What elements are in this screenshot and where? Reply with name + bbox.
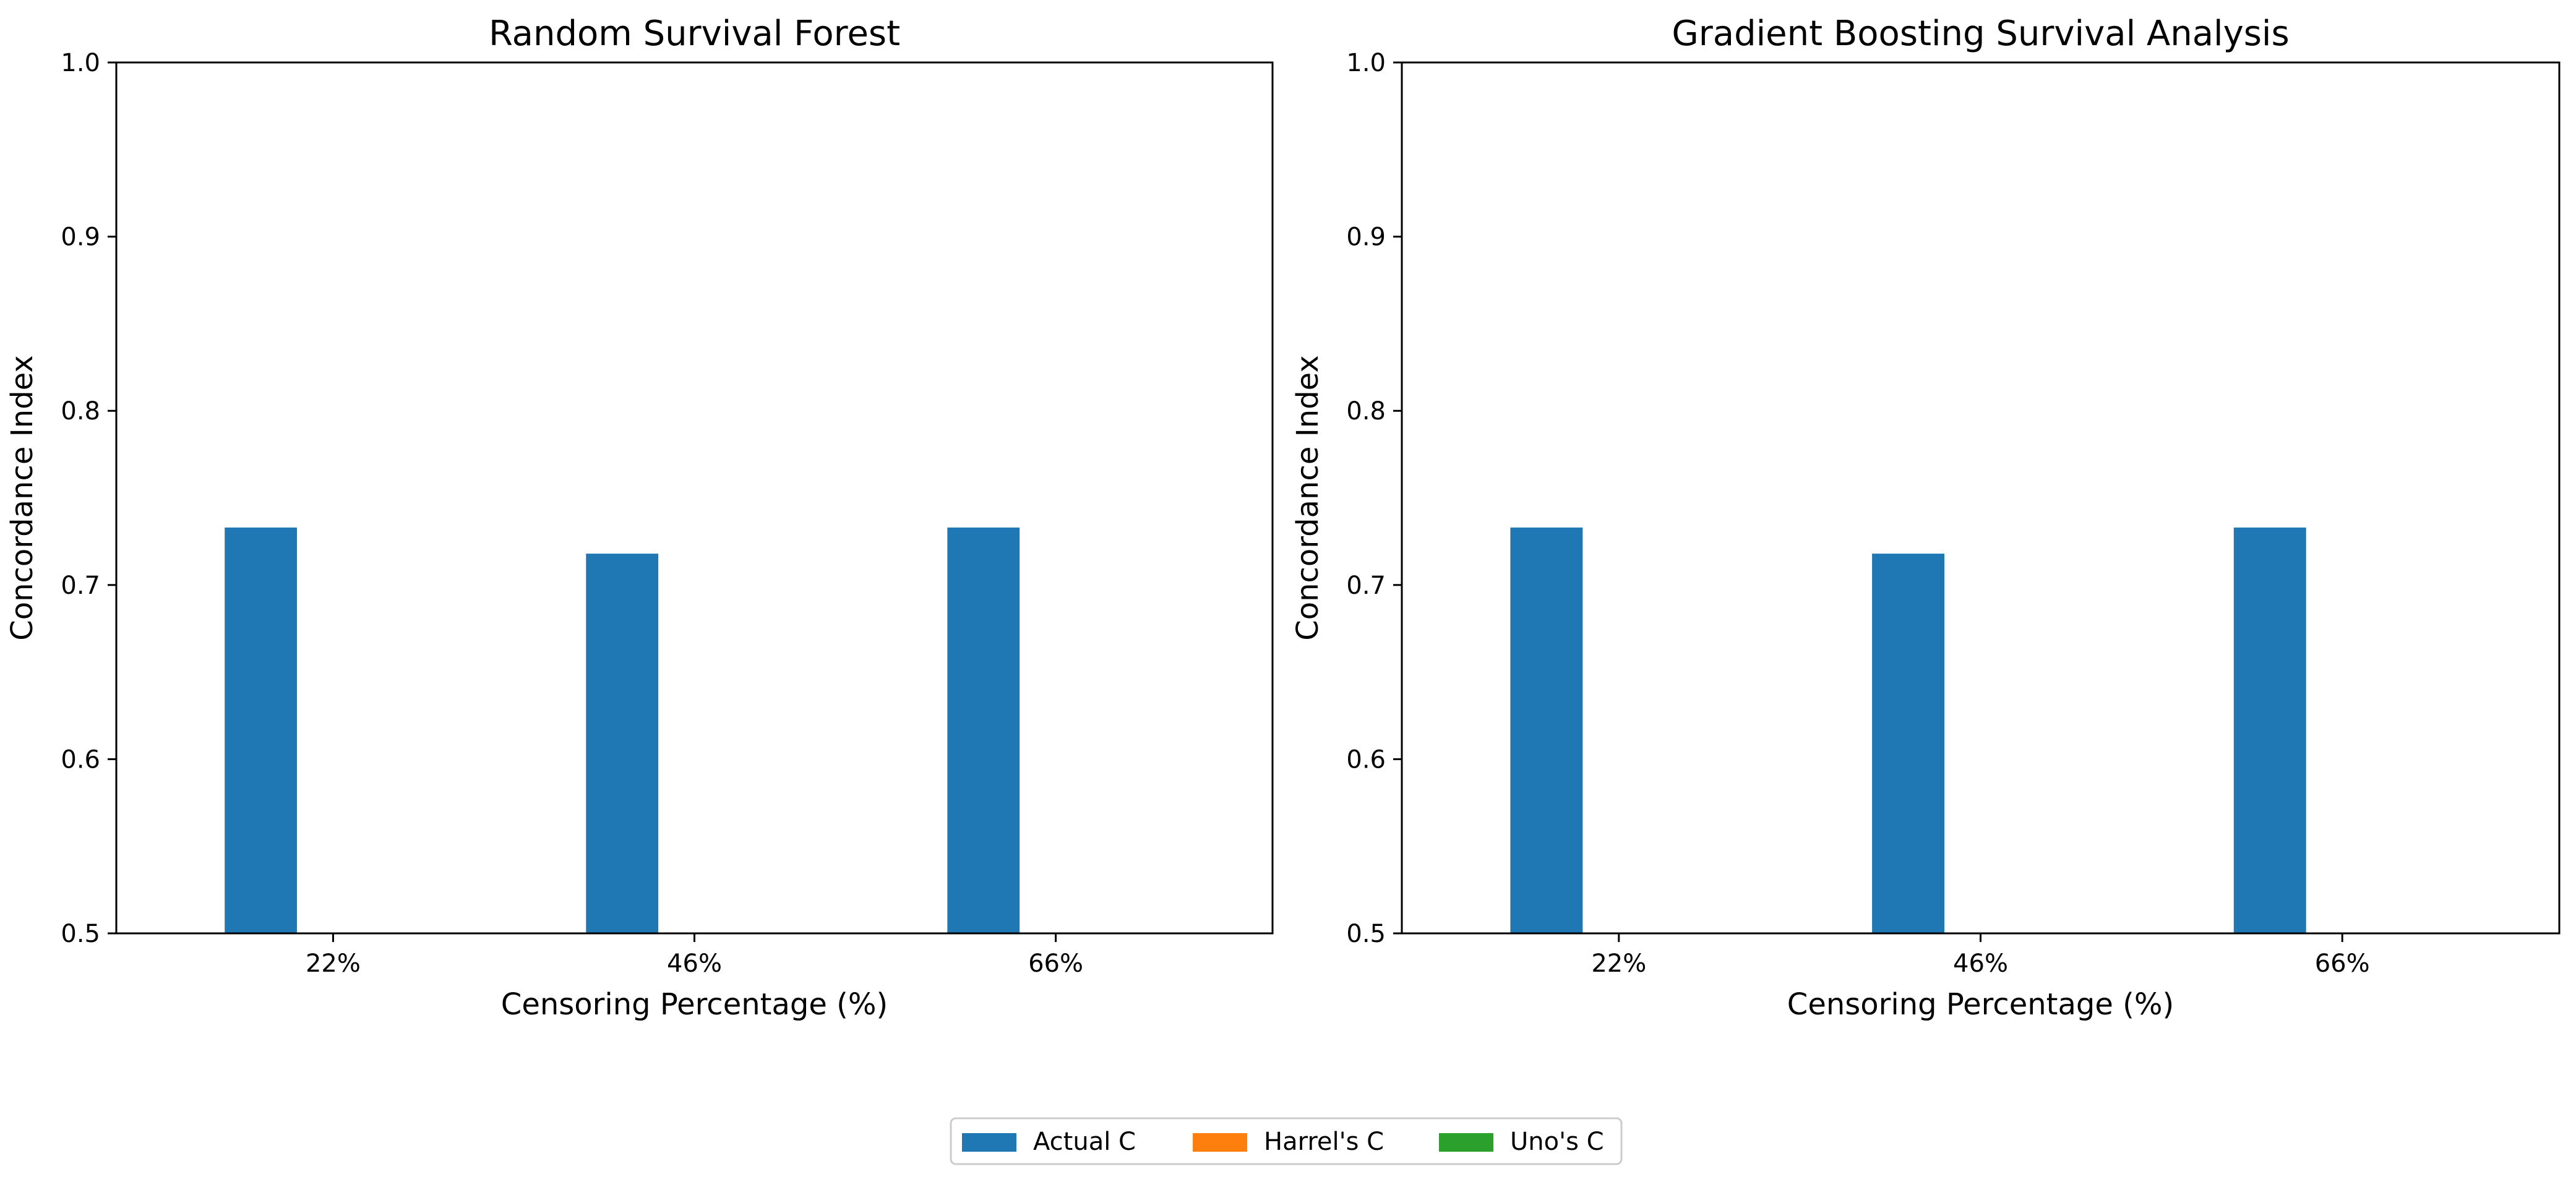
legend-box [950, 1117, 1623, 1165]
bar [225, 527, 298, 933]
legend-label: Harrel's C [1264, 1128, 1384, 1156]
y-tick-label: 0.6 [61, 745, 100, 774]
legend-label: Actual C [1033, 1128, 1136, 1156]
x-tick-label: 66% [1028, 949, 1083, 978]
y-tick-label: 1.0 [61, 49, 100, 77]
legend-swatch [1439, 1133, 1493, 1152]
x-axis-label: Censoring Percentage (%) [501, 987, 888, 1022]
y-tick-label: 0.7 [1346, 572, 1386, 600]
x-axis-label: Censoring Percentage (%) [1787, 987, 2174, 1022]
bar [1872, 554, 1945, 933]
chart-title: Random Survival Forest [489, 14, 900, 54]
x-tick-label: 46% [667, 949, 722, 978]
bar [586, 554, 659, 933]
legend-swatch [1193, 1133, 1247, 1152]
y-tick-label: 0.9 [61, 223, 100, 252]
y-tick-label: 1.0 [1346, 49, 1386, 77]
x-tick-label: 22% [1591, 949, 1646, 978]
y-tick-label: 0.6 [1346, 745, 1386, 774]
y-tick-label: 0.7 [61, 572, 100, 600]
legend-label: Uno's C [1510, 1128, 1604, 1156]
y-tick-label: 0.8 [61, 397, 100, 426]
x-tick-label: 22% [306, 949, 361, 978]
x-tick-label: 46% [1953, 949, 2008, 978]
y-axis-label: Concordance Index [5, 355, 40, 641]
y-axis-label: Concordance Index [1290, 355, 1325, 641]
bar [947, 527, 1020, 933]
bar [2233, 527, 2306, 933]
y-tick-label: 0.5 [61, 920, 100, 948]
bar [1510, 527, 1583, 933]
x-tick-label: 66% [2315, 949, 2370, 978]
y-tick-label: 0.8 [1346, 397, 1386, 426]
y-tick-label: 0.9 [1346, 223, 1386, 252]
y-tick-label: 0.5 [1346, 920, 1386, 948]
legend-swatch [962, 1133, 1016, 1152]
chart-title: Gradient Boosting Survival Analysis [1672, 14, 2289, 54]
